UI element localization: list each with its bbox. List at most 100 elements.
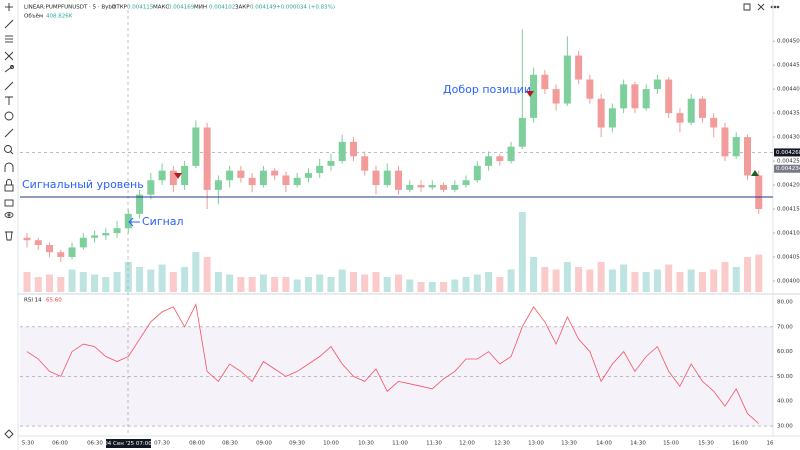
candle-body — [665, 79, 673, 114]
time-label: 09:00 — [256, 441, 272, 447]
candle-body — [248, 177, 256, 186]
candle-body — [23, 237, 31, 241]
volume-bar — [124, 262, 132, 292]
volume-bar — [710, 269, 718, 292]
volume-bar — [451, 279, 459, 292]
time-label: 12:00 — [459, 441, 475, 447]
time-label: 14:00 — [596, 441, 612, 447]
volume-bar — [428, 282, 436, 292]
volume-bar — [608, 269, 616, 292]
rsi-tick-label: 70.00 — [777, 324, 793, 330]
volume-bar — [293, 279, 301, 292]
candle-body — [79, 237, 87, 248]
volume-bar — [169, 272, 177, 292]
volume-name: Объём — [24, 14, 43, 20]
candle-body — [338, 141, 346, 162]
tool-fork[interactable] — [4, 51, 14, 61]
volume-bar — [552, 269, 560, 292]
tool-emoji[interactable] — [4, 111, 14, 121]
candle-body — [271, 170, 279, 176]
tool-crosshair[interactable] — [5, 3, 13, 11]
tool-brush[interactable] — [4, 65, 14, 73]
volume-bar — [530, 257, 538, 292]
tool-eye[interactable] — [4, 212, 14, 218]
tool-lock[interactable] — [4, 179, 14, 192]
volume-bar — [496, 277, 504, 292]
price-badge-label: 0.004234 — [776, 166, 800, 172]
tool-magnet[interactable] — [4, 162, 14, 172]
candle-body — [304, 173, 312, 178]
candle-body — [282, 175, 290, 186]
tool-lock-2[interactable] — [4, 199, 14, 207]
time-label: 11:30 — [426, 441, 442, 447]
tool-text[interactable] — [5, 96, 13, 105]
tool-ruler[interactable] — [4, 128, 14, 138]
candle-body — [732, 137, 740, 157]
stat-value: 0.004115 — [127, 5, 154, 11]
volume-bar — [462, 277, 470, 292]
tool-zoom[interactable] — [4, 145, 14, 155]
volume-bar — [383, 277, 391, 292]
candle-body — [653, 79, 661, 90]
candle-body — [383, 170, 391, 186]
candle-body — [552, 89, 560, 104]
time-label: 5:30 — [22, 441, 35, 447]
candle-body — [237, 170, 245, 178]
rsi-band — [20, 326, 773, 427]
candle-body — [46, 245, 54, 253]
annotation-signal: Сигнал — [142, 215, 184, 228]
candle-body — [158, 170, 166, 181]
btn-maximize[interactable] — [743, 3, 751, 11]
time-label: 06:30 — [87, 441, 103, 447]
candle-body — [642, 89, 650, 109]
annotation-add: Добор позиции — [443, 83, 531, 96]
volume-bar — [259, 274, 267, 292]
volume-bar — [597, 262, 605, 292]
volume-bar — [687, 269, 695, 292]
tool-trendline[interactable] — [4, 19, 14, 29]
volume-bar — [586, 269, 594, 292]
candle-body — [395, 170, 402, 190]
candle-body — [462, 180, 470, 186]
candle-body — [91, 235, 99, 238]
volume-bar — [485, 272, 493, 292]
volume-bar — [203, 257, 211, 292]
volume-bar — [349, 272, 357, 292]
toolbar — [4, 0, 19, 450]
rsi-name: RSI 14 — [24, 298, 42, 304]
candle-body — [293, 177, 301, 186]
annotation-level: Сигнальный уровень — [22, 178, 144, 191]
candle-body — [406, 185, 414, 190]
volume-bar — [214, 272, 222, 292]
time-label: 07:30 — [154, 441, 170, 447]
candle-body — [102, 233, 110, 236]
stat-label: ОТКР — [112, 5, 128, 11]
rsi-current: 65.60 — [46, 298, 62, 304]
tool-pen[interactable] — [4, 81, 14, 91]
candle-body — [372, 170, 380, 186]
tool-trash[interactable] — [5, 231, 13, 241]
volume-bar — [158, 264, 166, 292]
volume-bar — [518, 212, 526, 292]
rsi-tick-label: 50.00 — [777, 374, 793, 380]
volume-bar — [665, 264, 673, 292]
time-label: 13:30 — [561, 441, 577, 447]
volume-bar — [473, 274, 481, 292]
candle-body — [485, 156, 493, 166]
candle-body — [597, 98, 605, 128]
tool-hlines[interactable] — [5, 35, 13, 43]
volume-bar — [68, 269, 76, 292]
stat-label: МАКС — [153, 5, 169, 11]
volume-bar — [57, 277, 65, 292]
time-label: 09:30 — [289, 441, 305, 447]
candle-body — [575, 55, 583, 80]
tool-layers[interactable] — [4, 429, 14, 439]
time-label: 11:00 — [392, 441, 408, 447]
rsi-tick-label: 40.00 — [777, 399, 793, 405]
btn-close[interactable] — [757, 3, 765, 11]
rsi-tick-label: 30.00 — [777, 424, 793, 430]
